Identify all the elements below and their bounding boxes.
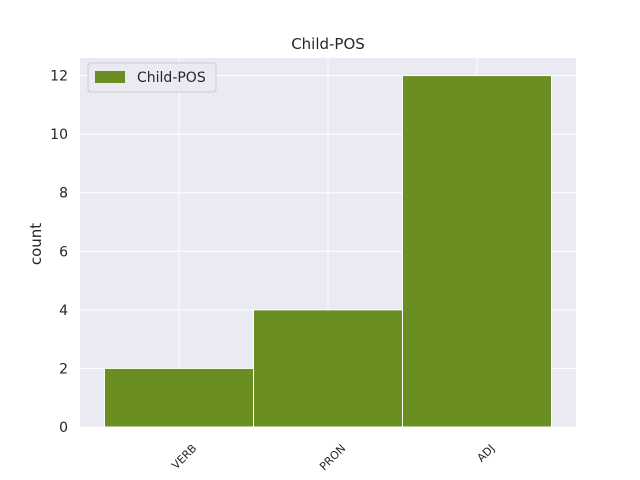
- legend-swatch: [95, 71, 125, 83]
- y-tick-label: 2: [59, 361, 68, 377]
- y-tick-label: 12: [50, 69, 68, 85]
- y-tick-label: 6: [59, 244, 68, 260]
- bar-adj: [402, 75, 552, 428]
- plot-area: 0 2 4 6 8 10 12 VERB PRON ADJ: [50, 58, 576, 473]
- bar-verb: [104, 367, 254, 428]
- chart-title: Child-POS: [291, 35, 365, 53]
- y-axis-label: count: [27, 223, 45, 265]
- y-tick-label: 10: [50, 127, 68, 143]
- y-tick-label: 4: [59, 303, 68, 319]
- x-tick-label: ADJ: [475, 442, 498, 465]
- y-tick-label: 8: [59, 186, 68, 202]
- y-tick-label: 0: [59, 420, 68, 436]
- x-tick-label: VERB: [169, 442, 199, 472]
- x-tick-label: PRON: [317, 442, 348, 473]
- legend: Child-POS: [87, 62, 217, 93]
- legend-label: Child-POS: [137, 70, 206, 86]
- legend-frame: [87, 62, 217, 93]
- bar-pron: [253, 309, 403, 428]
